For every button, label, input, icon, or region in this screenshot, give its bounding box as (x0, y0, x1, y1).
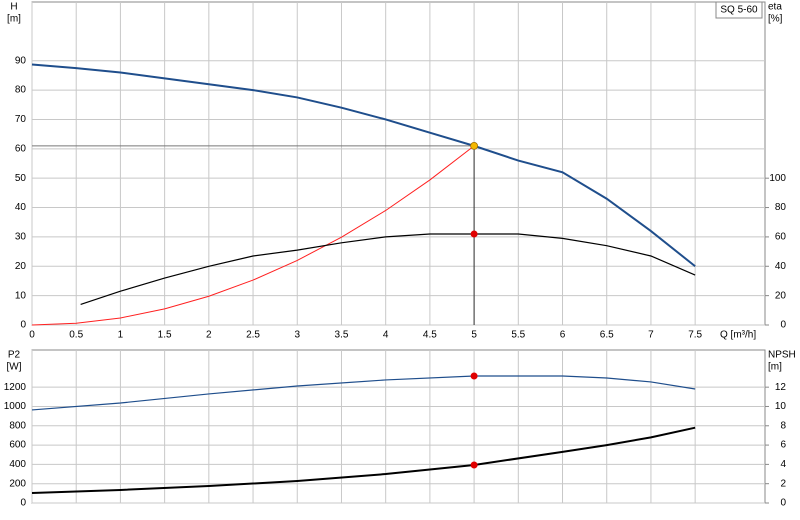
y-tick-label: 50 (15, 173, 27, 184)
y2-tick-label: 40 (775, 261, 787, 272)
y2-tick-label: 2 (780, 478, 786, 489)
x-axis-label: Q [m³/h] (720, 330, 756, 341)
x-tick-label: 3.5 (335, 330, 349, 341)
y2-tick-label: 0 (780, 320, 786, 331)
x-tick-label: 2.5 (246, 330, 260, 341)
y-axis-label: H (10, 2, 17, 13)
x-tick-label: 7 (648, 330, 654, 341)
y-axis-unit: [m] (7, 14, 21, 25)
x-tick-label: 6.5 (600, 330, 614, 341)
y2-axis-label: NPSH (768, 350, 796, 361)
x-tick-label: 2 (206, 330, 212, 341)
y-tick-label: 1000 (4, 401, 27, 412)
y-tick-label: 800 (9, 420, 26, 431)
y-tick-label: 1200 (4, 382, 27, 393)
y-tick-label: 30 (15, 232, 27, 243)
pump-label: SQ 5-60 (720, 5, 758, 16)
y-tick-label: 90 (15, 55, 27, 66)
plot-frame (31, 1, 766, 326)
x-tick-label: 5 (471, 330, 477, 341)
y-tick-label: 60 (15, 143, 27, 154)
y2-axis-unit: [%] (768, 14, 783, 25)
y2-tick-label: 12 (775, 382, 787, 393)
y-tick-label: 80 (15, 85, 27, 96)
x-tick-label: 6 (560, 330, 566, 341)
y2-axis-unit: [m] (768, 362, 782, 373)
y2-tick-label: 0 (780, 498, 786, 509)
duty-point (470, 461, 478, 469)
x-tick-label: 7.5 (688, 330, 702, 341)
x-tick-label: 3 (294, 330, 300, 341)
curve (31, 426, 696, 494)
y-tick-label: 0 (20, 320, 26, 331)
x-tick-label: 4.5 (423, 330, 437, 341)
duty-point (470, 141, 478, 150)
x-tick-label: 4 (383, 330, 389, 341)
y2-tick-label: 8 (780, 420, 786, 431)
x-tick-label: 1.5 (158, 330, 172, 341)
pump-label-box (715, 1, 763, 19)
y2-tick-label: 80 (775, 202, 787, 213)
y-tick-label: 0 (20, 498, 26, 509)
y-tick-label: 70 (15, 114, 27, 125)
duty-point (470, 372, 478, 380)
y-tick-label: 40 (15, 202, 27, 213)
curve (31, 145, 475, 326)
y2-tick-label: 6 (780, 440, 786, 451)
y-tick-label: 10 (15, 290, 27, 301)
plot-frame (31, 349, 766, 504)
y-axis-unit: [W] (7, 362, 22, 373)
curve (31, 63, 696, 268)
y-tick-label: 600 (9, 440, 26, 451)
y-tick-label: 20 (15, 261, 27, 272)
y2-axis-label: eta (768, 2, 782, 13)
x-tick-label: 0.5 (69, 330, 83, 341)
y-axis-label: P2 (8, 350, 21, 361)
y2-tick-label: 10 (775, 401, 787, 412)
x-tick-label: 0 (29, 330, 35, 341)
x-tick-label: 1 (118, 330, 124, 341)
y2-tick-label: 4 (780, 459, 786, 470)
y2-tick-label: 60 (775, 232, 787, 243)
y2-tick-label: 100 (769, 173, 786, 184)
y-tick-label: 200 (9, 478, 26, 489)
curve (80, 233, 696, 306)
x-tick-label: 5.5 (511, 330, 525, 341)
y2-tick-label: 20 (775, 290, 787, 301)
duty-point (470, 230, 478, 238)
y-tick-label: 400 (9, 459, 26, 470)
